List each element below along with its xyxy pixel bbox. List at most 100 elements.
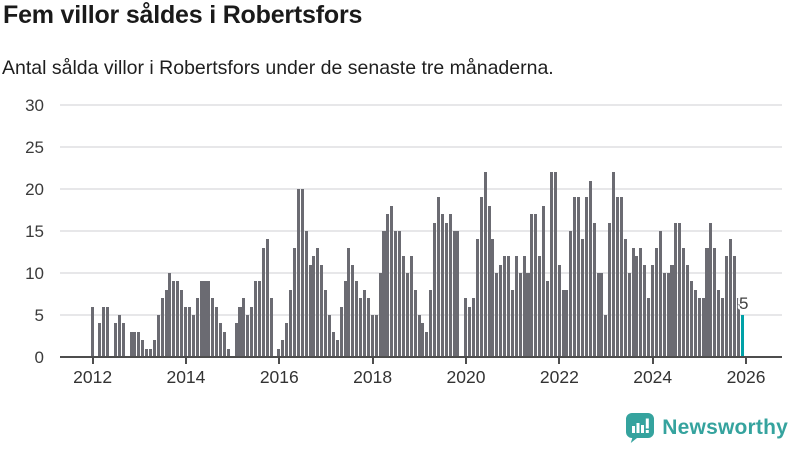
x-axis-tick-label: 2018 <box>353 367 393 387</box>
bar <box>596 273 600 357</box>
bar <box>250 306 254 357</box>
bar <box>627 273 631 357</box>
bar <box>615 197 620 357</box>
y-axis-tick-label: 25 <box>25 138 44 157</box>
bar <box>106 306 110 357</box>
y-axis-tick-label: 15 <box>25 222 44 241</box>
bar <box>203 281 207 357</box>
bar <box>289 289 293 357</box>
bar <box>242 298 246 357</box>
bar <box>686 264 690 357</box>
bar <box>117 315 121 357</box>
bar <box>639 247 643 357</box>
bar <box>351 264 355 357</box>
bar <box>721 298 725 357</box>
y-gridline <box>60 272 782 274</box>
bar <box>300 189 304 357</box>
x-axis-tick-label: 2022 <box>539 367 579 387</box>
bar <box>433 222 437 357</box>
bar <box>172 281 176 357</box>
bar <box>355 281 359 357</box>
bar <box>394 231 398 357</box>
bar <box>308 264 312 357</box>
bar <box>211 298 215 357</box>
bar <box>265 239 269 357</box>
bar <box>580 239 584 357</box>
bar <box>191 315 195 357</box>
bar <box>662 273 666 357</box>
bar <box>160 298 164 357</box>
bar <box>561 289 565 357</box>
bar <box>456 231 460 357</box>
bar <box>526 273 530 357</box>
bar <box>503 256 507 357</box>
bar <box>296 189 300 357</box>
bar <box>378 273 382 357</box>
bar <box>398 231 402 357</box>
bar <box>238 306 242 357</box>
y-gridline <box>60 230 782 232</box>
bar <box>331 331 335 357</box>
bar <box>479 197 483 357</box>
bar <box>98 323 102 357</box>
bar <box>257 281 261 357</box>
bar <box>697 298 701 357</box>
bar <box>573 197 577 357</box>
bar <box>390 205 394 357</box>
bar <box>184 306 188 357</box>
bar <box>156 315 160 357</box>
bar <box>133 331 137 357</box>
bar <box>215 306 219 357</box>
bar <box>374 315 378 357</box>
bar <box>487 205 491 357</box>
y-gridline <box>60 104 782 106</box>
bar <box>732 256 736 357</box>
bar <box>553 172 557 357</box>
bar <box>592 222 596 357</box>
bar <box>647 298 651 357</box>
bar <box>199 281 203 357</box>
bar <box>261 247 265 357</box>
bar <box>386 214 390 357</box>
bar <box>413 289 417 357</box>
bar <box>285 323 289 357</box>
bar <box>475 239 479 357</box>
bar <box>545 281 549 357</box>
bar <box>90 306 94 357</box>
bar <box>222 331 226 357</box>
bar <box>651 264 655 357</box>
bar <box>736 298 740 357</box>
bar <box>277 348 281 357</box>
bar <box>569 231 573 357</box>
bar <box>148 348 153 357</box>
x-axis-tick-label: 2016 <box>259 367 299 387</box>
bar <box>129 331 133 357</box>
bar <box>145 348 149 357</box>
bar <box>226 348 230 357</box>
bar <box>654 247 658 357</box>
bar <box>316 247 320 357</box>
bar <box>666 273 670 357</box>
bar <box>557 264 561 357</box>
bar <box>180 289 184 357</box>
bar <box>678 222 682 357</box>
newsworthy-logo[interactable]: Newsworthy <box>626 413 788 443</box>
y-axis-tick-label: 10 <box>25 264 44 283</box>
newsworthy-speech-bubble-chart-icon <box>626 413 655 443</box>
bar <box>234 323 238 357</box>
bar <box>608 222 612 357</box>
bar <box>444 222 448 357</box>
bar <box>689 281 693 357</box>
highlighted-bar <box>740 315 744 357</box>
last-value-data-label: 5 <box>739 294 749 313</box>
bar <box>705 247 709 357</box>
bar <box>514 256 518 357</box>
bar <box>670 264 674 357</box>
bar <box>623 239 627 357</box>
bar <box>343 281 347 357</box>
bar <box>359 298 363 357</box>
bar <box>619 197 623 357</box>
bar <box>304 231 308 357</box>
bar <box>417 315 421 357</box>
x-axis-tick-mark <box>745 358 748 364</box>
